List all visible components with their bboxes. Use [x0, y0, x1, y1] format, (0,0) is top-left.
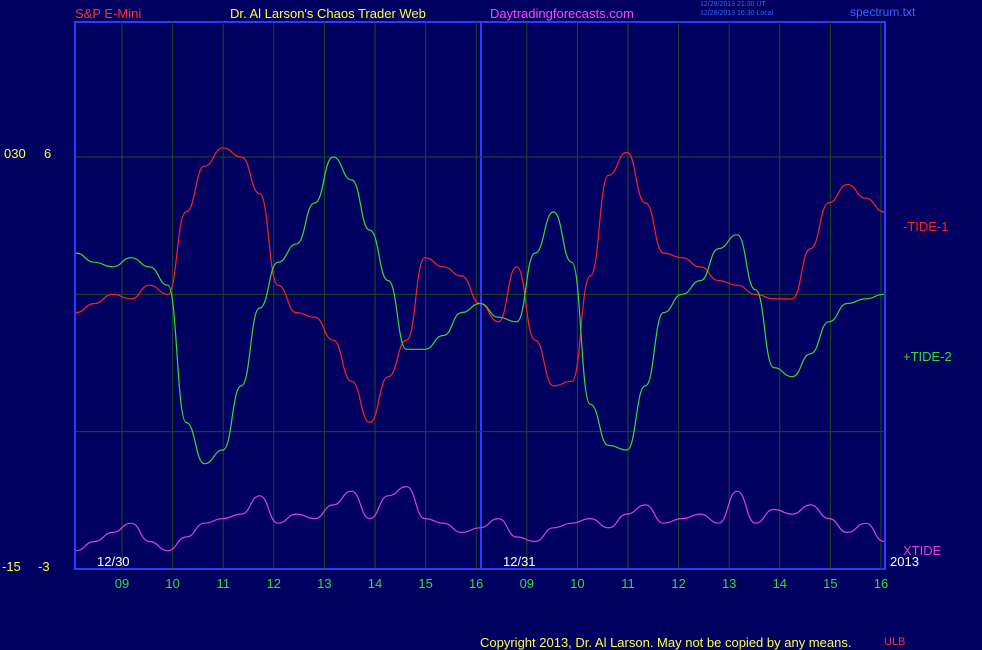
- tide2-line: [75, 156, 885, 465]
- legend-tide1: -TIDE-1: [903, 219, 949, 234]
- x-tick-label: 13: [722, 576, 736, 591]
- corner-mark: ULB: [884, 636, 906, 648]
- legend-tide2: +TIDE-2: [903, 349, 952, 364]
- x-tick-label: 12: [267, 576, 281, 591]
- x-tick-label: 09: [115, 576, 129, 591]
- copyright-text: Copyright 2013, Dr. Al Larson. May not b…: [480, 635, 852, 650]
- xtide-line: [75, 485, 885, 552]
- legend-xtide: XTIDE: [903, 543, 942, 558]
- x-tick-label: 15: [418, 576, 432, 591]
- left-axis-bottom-outer: -15: [2, 559, 21, 574]
- x-tick-label: 11: [216, 576, 230, 591]
- x-tick-label: 12: [671, 576, 685, 591]
- x-tick-label: 09: [520, 576, 534, 591]
- timestamp-ut: 12/28/2013 21:30 UT: [700, 1, 766, 8]
- site-title: Dr. Al Larson's Chaos Trader Web: [230, 6, 426, 21]
- x-tick-label: 14: [368, 576, 382, 591]
- x-tick-label: 16: [874, 576, 888, 591]
- x-tick-label: 10: [570, 576, 584, 591]
- date-label-2: 12/31: [503, 554, 536, 569]
- x-tick-labels: 09 10 11 12 13 14 15 16 09 10 11 12 13 14 15 16: [115, 576, 888, 591]
- site-url-link[interactable]: Daytradingforecasts.com: [490, 6, 634, 21]
- timestamp-local: 12/28/2013 16:30 Local: [700, 10, 774, 17]
- grid: [75, 22, 885, 569]
- x-tick-label: 13: [317, 576, 331, 591]
- file-name: spectrum.txt: [850, 5, 916, 19]
- date-label-1: 12/30: [97, 554, 130, 569]
- instrument-label: S&P E-Mini: [75, 6, 142, 21]
- left-axis-top-outer: 030: [4, 146, 26, 161]
- x-tick-label: 10: [165, 576, 179, 591]
- x-tick-label: 14: [773, 576, 787, 591]
- x-tick-label: 11: [621, 576, 635, 591]
- left-axis-top-inner: 6: [44, 146, 51, 161]
- x-tick-label: 16: [469, 576, 483, 591]
- year-label: 2013: [890, 554, 919, 569]
- left-axis-bottom-inner: -3: [38, 559, 50, 574]
- series-group: [75, 147, 885, 552]
- x-tick-label: 15: [823, 576, 837, 591]
